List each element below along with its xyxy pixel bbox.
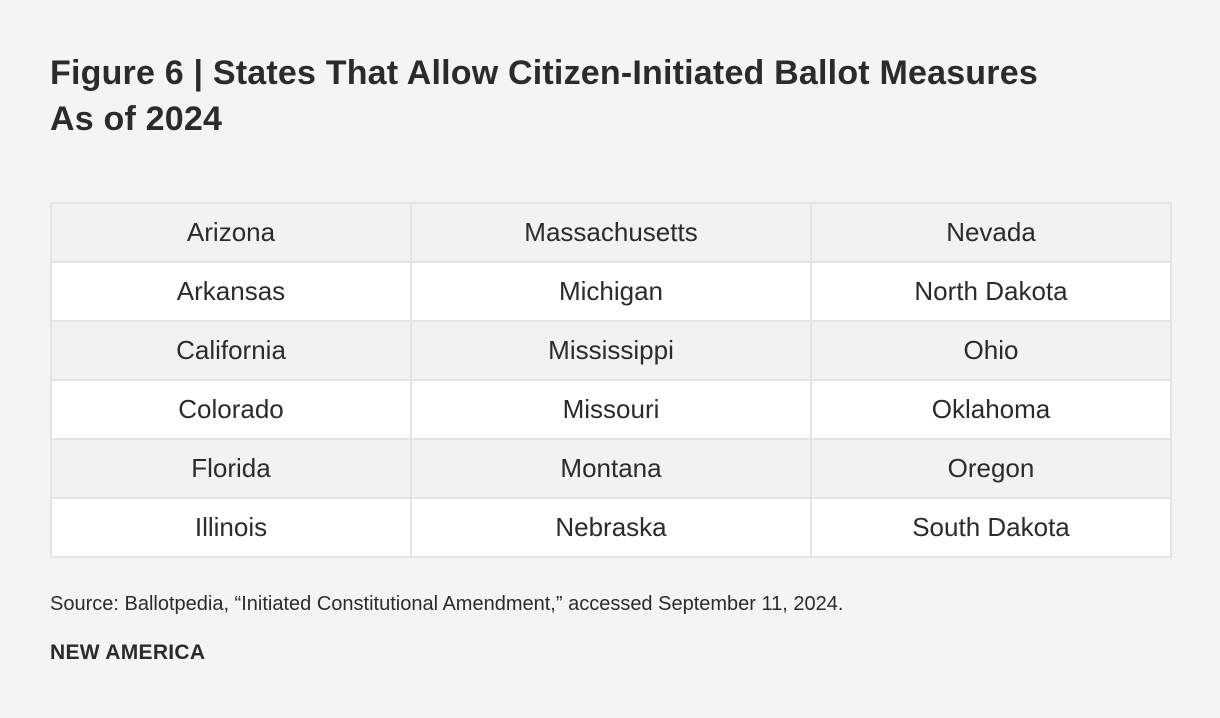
table-cell: Ohio [810,320,1172,381]
states-table: Arizona Massachusetts Nevada Arkansas Mi… [50,202,1172,558]
table-row: Arizona Massachusetts Nevada [50,202,1172,263]
figure-title: Figure 6 | States That Allow Citizen-Ini… [50,50,1170,142]
table-cell: Mississippi [410,320,812,381]
table-row: Florida Montana Oregon [50,438,1172,499]
table-cell: North Dakota [810,261,1172,322]
table-cell: Colorado [50,379,412,440]
table-cell: Oklahoma [810,379,1172,440]
table-row: Colorado Missouri Oklahoma [50,379,1172,440]
table-cell: Florida [50,438,412,499]
table-cell: Missouri [410,379,812,440]
table-cell: Illinois [50,497,412,558]
table-cell: South Dakota [810,497,1172,558]
table-cell: Arkansas [50,261,412,322]
source-note: Source: Ballotpedia, “Initiated Constitu… [50,593,844,615]
table-cell: Arizona [50,202,412,263]
table-cell: Nebraska [410,497,812,558]
figure: Figure 6 | States That Allow Citizen-Ini… [50,50,1172,664]
table-cell: Michigan [410,261,812,322]
table-row: Illinois Nebraska South Dakota [50,497,1172,558]
figure-title-line-2: As of 2024 [50,100,223,138]
table-cell: Oregon [810,438,1172,499]
table-cell: Massachusetts [410,202,812,263]
table-row: Arkansas Michigan North Dakota [50,261,1172,322]
table-cell: California [50,320,412,381]
table-cell: Montana [410,438,812,499]
table-row: California Mississippi Ohio [50,320,1172,381]
brand-wordmark: NEW AMERICA [50,641,206,664]
table-cell: Nevada [810,202,1172,263]
figure-title-line-1: Figure 6 | States That Allow Citizen-Ini… [50,54,1038,92]
